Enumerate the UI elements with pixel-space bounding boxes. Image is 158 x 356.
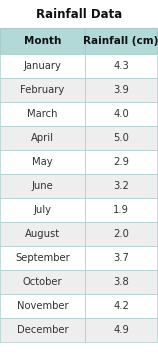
Bar [0,198,85,222]
Text: 2.0: 2.0 [113,229,129,239]
Bar [85,222,157,246]
Bar [0,318,85,342]
Text: October: October [23,277,62,287]
Bar [0,28,85,54]
Bar [85,174,157,198]
Bar [0,150,85,174]
Bar [85,294,157,318]
Text: 4.0: 4.0 [113,109,129,119]
Text: 5.0: 5.0 [113,133,129,143]
Bar [0,78,85,102]
Text: Rainfall Data: Rainfall Data [36,7,122,21]
Text: Month: Month [24,36,61,46]
Text: November: November [17,301,68,311]
Text: April: April [31,133,54,143]
Text: February: February [20,85,65,95]
Bar [85,78,157,102]
Bar [85,318,157,342]
Text: 3.9: 3.9 [113,85,129,95]
Text: 3.2: 3.2 [113,181,129,191]
Bar [85,126,157,150]
Bar [85,102,157,126]
Text: May: May [32,157,53,167]
Bar [0,174,85,198]
Text: September: September [15,253,70,263]
Text: July: July [33,205,52,215]
Bar [85,150,157,174]
Text: 2.9: 2.9 [113,157,129,167]
Text: 1.9: 1.9 [113,205,129,215]
Bar [0,222,85,246]
Text: June: June [32,181,53,191]
Bar [85,54,157,78]
Bar [85,270,157,294]
Text: December: December [17,325,68,335]
Bar [85,198,157,222]
Bar [0,270,85,294]
Text: 4.3: 4.3 [113,61,129,71]
Text: 4.9: 4.9 [113,325,129,335]
Bar [0,102,85,126]
Bar [85,28,157,54]
Text: January: January [24,61,61,71]
Bar [0,294,85,318]
Bar [0,246,85,270]
Bar [0,54,85,78]
Bar [0,126,85,150]
Text: Rainfall (cm): Rainfall (cm) [83,36,158,46]
Text: August: August [25,229,60,239]
Text: 4.2: 4.2 [113,301,129,311]
Text: March: March [27,109,58,119]
Text: 3.8: 3.8 [113,277,129,287]
Bar [85,246,157,270]
Text: 3.7: 3.7 [113,253,129,263]
